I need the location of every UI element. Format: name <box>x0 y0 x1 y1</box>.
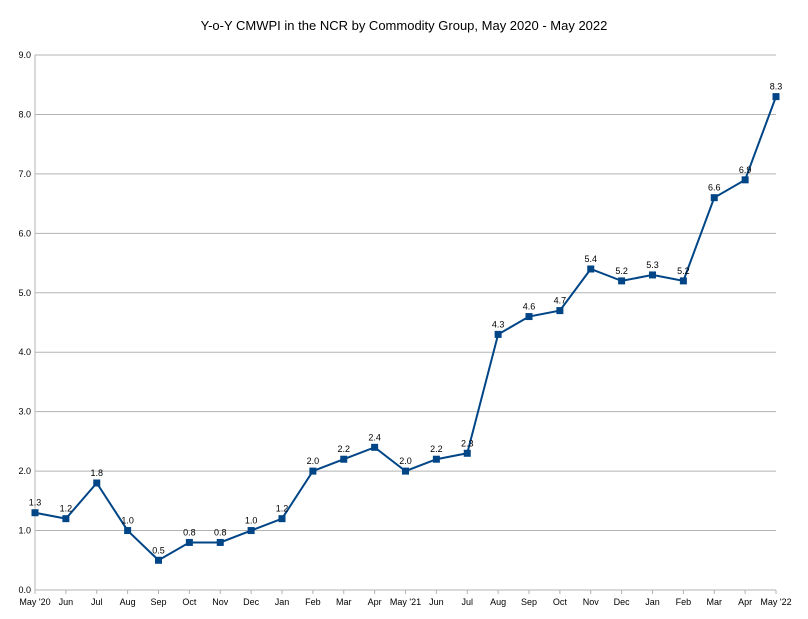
data-point <box>216 538 224 546</box>
x-tick-label: Oct <box>553 597 568 607</box>
data-label: 2.2 <box>337 444 350 454</box>
x-tick-label: Oct <box>182 597 197 607</box>
data-point <box>31 509 39 517</box>
data-point <box>155 556 162 564</box>
data-point <box>432 455 440 463</box>
x-tick-label: Sep <box>150 597 166 607</box>
data-point <box>402 467 409 475</box>
data-label: 1.0 <box>121 516 134 526</box>
data-point <box>340 455 348 463</box>
data-point <box>772 93 780 101</box>
data-point <box>309 467 317 475</box>
data-point <box>278 515 286 523</box>
data-label: 5.2 <box>615 266 628 276</box>
data-label: 0.5 <box>152 545 165 555</box>
data-label: 1.3 <box>29 498 42 508</box>
data-label: 1.2 <box>276 504 289 514</box>
data-point <box>124 527 132 535</box>
data-point <box>618 277 626 285</box>
data-label: 1.2 <box>60 504 73 514</box>
data-point <box>741 176 749 184</box>
x-tick-label: Feb <box>305 597 321 607</box>
x-tick-label: Aug <box>120 597 136 607</box>
data-point <box>62 515 70 523</box>
x-tick-label: Jul <box>91 597 103 607</box>
data-label: 1.0 <box>245 516 258 526</box>
x-tick-label: Jun <box>59 597 74 607</box>
data-point <box>649 271 656 279</box>
data-point <box>587 265 595 273</box>
data-label: 8.3 <box>770 82 783 92</box>
chart-title: Y-o-Y CMWPI in the NCR by Commodity Grou… <box>200 18 608 33</box>
data-point <box>525 313 533 321</box>
data-label: 6.9 <box>739 165 752 175</box>
data-label: 2.4 <box>368 432 381 442</box>
data-label: 4.7 <box>554 296 567 306</box>
data-label: 4.3 <box>492 319 505 329</box>
x-tick-label: Jun <box>429 597 444 607</box>
y-tick-label: 3.0 <box>18 407 31 417</box>
series-line <box>34 96 777 562</box>
x-tick-label: Jul <box>461 597 473 607</box>
y-tick-label: 2.0 <box>18 466 31 476</box>
data-label: 5.3 <box>646 260 659 270</box>
x-tick-label: Apr <box>368 597 382 607</box>
x-tick-label: Jan <box>275 597 290 607</box>
data-point <box>463 449 471 457</box>
x-tick-label: May '20 <box>19 597 50 607</box>
data-label: 0.8 <box>214 527 227 537</box>
data-label: 5.2 <box>677 266 690 276</box>
data-point <box>494 330 502 338</box>
data-label: 4.6 <box>523 302 536 312</box>
data-point <box>93 479 101 487</box>
x-tick-label: Nov <box>212 597 229 607</box>
data-label: 0.8 <box>183 527 196 537</box>
x-tick-label: Feb <box>676 597 692 607</box>
x-tick-label: May '22 <box>760 597 791 607</box>
data-label: 5.4 <box>584 254 597 264</box>
y-tick-label: 9.0 <box>18 50 31 60</box>
x-tick-label: Mar <box>336 597 352 607</box>
y-tick-label: 4.0 <box>18 347 31 357</box>
data-point <box>185 538 193 546</box>
y-tick-label: 7.0 <box>18 169 31 179</box>
x-tick-label: Sep <box>521 597 537 607</box>
y-tick-label: 0.0 <box>18 585 31 595</box>
data-point <box>710 194 718 202</box>
y-tick-label: 5.0 <box>18 288 31 298</box>
data-point <box>679 277 687 285</box>
x-tick-label: Dec <box>614 597 631 607</box>
y-tick-label: 8.0 <box>18 109 31 119</box>
y-tick-label: 1.0 <box>18 526 31 536</box>
data-label: 2.0 <box>399 456 412 466</box>
y-tick-label: 6.0 <box>18 228 31 238</box>
data-label: 1.8 <box>90 468 103 478</box>
x-tick-label: Dec <box>243 597 260 607</box>
x-tick-label: Jan <box>645 597 660 607</box>
x-tick-label: Aug <box>490 597 506 607</box>
x-tick-label: Mar <box>707 597 723 607</box>
data-point <box>371 443 379 451</box>
data-point <box>556 307 564 315</box>
x-tick-label: Apr <box>738 597 752 607</box>
data-label: 2.3 <box>461 438 474 448</box>
x-tick-label: Nov <box>583 597 600 607</box>
data-point <box>247 527 255 535</box>
data-label: 2.0 <box>307 456 320 466</box>
data-label: 6.6 <box>708 183 721 193</box>
data-label: 2.2 <box>430 444 443 454</box>
x-tick-label: May '21 <box>390 597 421 607</box>
